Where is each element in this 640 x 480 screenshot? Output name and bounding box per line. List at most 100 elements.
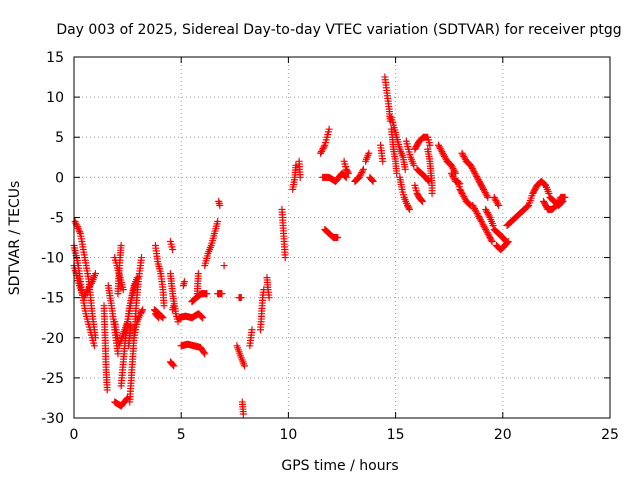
data-point <box>197 312 205 320</box>
data-point <box>460 152 468 160</box>
data-point <box>426 141 434 149</box>
data-point <box>439 149 447 157</box>
x-tick-label: 25 <box>601 427 619 443</box>
x-tick-label: 15 <box>387 427 405 443</box>
data-point <box>169 361 177 369</box>
data-point <box>488 238 496 246</box>
data-point <box>180 278 188 286</box>
data-point <box>457 188 465 196</box>
data-point <box>437 146 445 154</box>
data-point <box>405 204 413 212</box>
data-point <box>317 148 325 156</box>
chart-title: Day 003 of 2025, Sidereal Day-to-day VTE… <box>56 22 621 38</box>
data-arc <box>214 290 226 298</box>
data-point <box>485 232 493 240</box>
data-point <box>138 254 146 262</box>
data-point <box>480 222 488 230</box>
data-point <box>479 184 487 192</box>
data-point <box>292 161 300 169</box>
data-point <box>160 302 168 310</box>
data-point <box>461 194 469 202</box>
data-point <box>483 207 491 215</box>
data-point <box>482 205 490 213</box>
data-point <box>477 216 485 224</box>
data-point <box>84 286 92 294</box>
data-point <box>132 278 140 286</box>
data-point <box>114 290 122 298</box>
data-point <box>133 274 141 282</box>
data-point <box>448 171 456 179</box>
data-arc <box>434 141 460 177</box>
data-point <box>470 203 478 211</box>
data-point <box>461 154 469 162</box>
data-arc <box>503 177 553 229</box>
y-tick-label: 15 <box>46 50 64 66</box>
data-arc <box>411 133 434 153</box>
data-arc <box>469 201 496 246</box>
data-arc <box>188 290 211 306</box>
data-point <box>480 187 488 195</box>
data-point <box>103 386 111 394</box>
data-arc <box>114 242 125 298</box>
x-axis-label: GPS time / hours <box>281 458 398 474</box>
data-point <box>81 290 89 298</box>
data-point <box>200 349 208 357</box>
data-arc <box>70 262 99 302</box>
data-point <box>220 262 228 270</box>
y-tick-label: 0 <box>55 170 64 186</box>
data-point <box>483 227 491 235</box>
data-point <box>484 230 492 238</box>
data-point <box>379 157 387 165</box>
data-arc <box>235 294 245 302</box>
data-point <box>218 290 226 298</box>
data-arc <box>319 169 350 185</box>
data-arc <box>492 238 512 254</box>
data-arc <box>201 217 222 270</box>
data-point <box>553 200 561 208</box>
data-point <box>540 180 548 188</box>
data-point <box>344 168 352 176</box>
data-point <box>471 206 479 214</box>
data-point <box>74 224 82 232</box>
data-point <box>490 193 498 201</box>
data-point <box>248 326 256 334</box>
data-point <box>418 196 426 204</box>
data-point <box>214 217 222 225</box>
data-arc <box>179 278 188 290</box>
data-arc <box>263 274 273 302</box>
data-point <box>359 165 367 173</box>
data-arc <box>238 398 247 418</box>
data-arc <box>411 181 426 205</box>
data-point <box>478 219 486 227</box>
data-arc <box>424 145 436 197</box>
data-point <box>467 163 475 171</box>
data-point <box>474 176 482 184</box>
data-point <box>199 314 207 322</box>
data-arc <box>402 137 418 169</box>
data-point <box>545 189 553 197</box>
data-point <box>82 289 90 297</box>
data-arc <box>166 238 177 254</box>
data-point <box>456 180 464 188</box>
data-arc <box>490 193 503 209</box>
data-arc <box>278 205 289 262</box>
data-point <box>73 223 81 231</box>
data-arc <box>193 270 202 298</box>
data-arc <box>362 149 373 165</box>
data-point <box>483 192 491 200</box>
data-point <box>169 246 177 254</box>
data-arc <box>447 169 464 188</box>
data-point <box>524 202 532 210</box>
data-arc <box>111 278 140 350</box>
data-point <box>425 177 433 185</box>
data-arc <box>220 262 228 270</box>
data-point <box>470 205 478 213</box>
x-tick-label: 10 <box>279 427 297 443</box>
data-point <box>561 193 569 201</box>
data-arc <box>130 306 147 342</box>
data-point <box>467 161 475 169</box>
data-point <box>75 226 83 234</box>
data-point <box>468 165 476 173</box>
data-point <box>477 217 485 225</box>
data-point <box>479 221 487 229</box>
